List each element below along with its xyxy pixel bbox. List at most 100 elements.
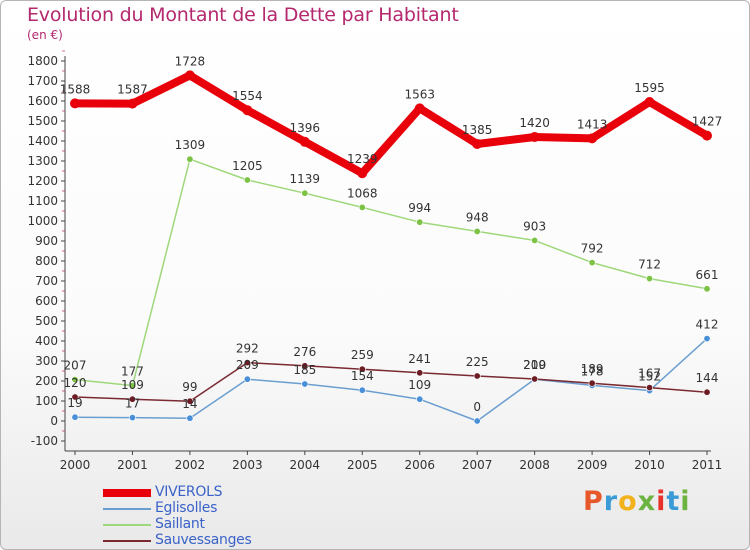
- data-label-eglisolles: 152: [638, 370, 661, 384]
- data-point-saillant: [416, 218, 424, 226]
- data-label-viverols: 1420: [519, 116, 550, 130]
- legend-swatch: [103, 524, 151, 526]
- legend-label: Sauvessanges: [155, 532, 252, 548]
- data-point-saillant: [531, 236, 539, 244]
- data-label-eglisolles: 178: [581, 364, 604, 378]
- data-label-eglisolles: 185: [293, 363, 316, 377]
- series-line-saillant: [74, 158, 708, 387]
- legend-swatch: [103, 508, 151, 510]
- y-tick-label: 700: [35, 274, 58, 288]
- data-point-viverols: [644, 97, 655, 107]
- data-label-sauvessanges: 225: [466, 355, 489, 369]
- data-point-viverols: [70, 98, 80, 109]
- data-label-saillant: 712: [638, 258, 661, 272]
- data-point-sauvessanges: [473, 372, 481, 380]
- y-tick-label: 1700: [27, 74, 58, 88]
- data-point-sauvessanges: [186, 397, 194, 405]
- data-point-saillant: [243, 176, 251, 184]
- y-tick-label: 300: [35, 354, 58, 368]
- data-label-saillant: 177: [121, 365, 144, 379]
- data-point-saillant: [186, 155, 194, 163]
- data-label-sauvessanges: 99: [182, 380, 197, 394]
- data-point-viverols: [529, 132, 540, 142]
- legend-swatch: [103, 489, 151, 497]
- x-tick-label: 2007: [462, 458, 493, 472]
- y-tick-label: 1300: [27, 154, 58, 168]
- data-label-sauvessanges: 167: [638, 367, 661, 381]
- x-tick-label: 2006: [404, 458, 435, 472]
- y-tick-label: 500: [35, 314, 58, 328]
- logo-letter: t: [666, 486, 681, 517]
- data-label-saillant: 1309: [175, 138, 206, 152]
- data-point-eglisolles: [301, 380, 309, 388]
- legend-label: Saillant: [155, 516, 205, 532]
- series-line-eglisolles: [74, 337, 708, 422]
- data-label-sauvessanges: 120: [64, 376, 87, 390]
- x-tick-label: 2004: [290, 458, 321, 472]
- data-label-viverols: 1588: [60, 82, 91, 96]
- data-label-saillant: 792: [581, 242, 604, 256]
- data-point-sauvessanges: [588, 379, 596, 387]
- data-label-viverols: 1595: [634, 81, 665, 95]
- x-tick-label: 2010: [634, 458, 665, 472]
- data-point-viverols: [414, 103, 425, 114]
- logo-letter: x: [637, 486, 657, 517]
- data-point-eglisolles: [128, 414, 136, 422]
- data-point-sauvessanges: [301, 362, 309, 370]
- data-point-viverols: [299, 136, 310, 147]
- data-label-saillant: 903: [523, 219, 546, 233]
- x-tick-label: 2009: [577, 458, 608, 472]
- data-label-saillant: 1139: [290, 172, 321, 186]
- y-tick-label: 1500: [27, 114, 58, 128]
- data-label-eglisolles: 19: [67, 396, 82, 410]
- y-tick-label: 1400: [27, 134, 58, 148]
- data-point-sauvessanges: [243, 359, 251, 367]
- data-label-viverols: 1554: [232, 89, 263, 103]
- legend-label: Eglisolles: [155, 500, 218, 516]
- data-label-sauvessanges: 109: [121, 378, 144, 392]
- data-point-eglisolles: [186, 414, 194, 422]
- data-point-viverols: [184, 70, 195, 81]
- series-line-sauvessanges: [74, 361, 708, 402]
- data-label-eglisolles: 412: [696, 318, 719, 332]
- logo-letter: i: [656, 486, 667, 517]
- data-label-eglisolles: 14: [182, 397, 197, 411]
- data-point-saillant: [128, 382, 136, 390]
- logo-letter: P: [583, 486, 604, 517]
- series-line-viverols: [71, 71, 711, 178]
- data-point-saillant: [588, 259, 596, 267]
- data-label-sauvessanges: 276: [293, 345, 316, 359]
- x-tick-label: 2011: [692, 458, 723, 472]
- data-label-saillant: 948: [466, 210, 489, 224]
- data-point-viverols: [242, 105, 253, 116]
- data-point-viverols: [357, 168, 368, 179]
- data-point-sauvessanges: [128, 395, 136, 403]
- y-tick-label: 1100: [27, 194, 58, 208]
- y-tick-label: -100: [31, 434, 58, 448]
- data-point-sauvessanges: [646, 384, 654, 392]
- unit-label: (en €): [27, 28, 63, 42]
- y-tick-label: 1600: [27, 94, 58, 108]
- legend-label: VIVEROLS: [155, 484, 223, 500]
- data-label-saillant: 1205: [232, 159, 263, 173]
- data-label-saillant: 994: [408, 201, 431, 215]
- data-label-sauvessanges: 144: [696, 371, 719, 385]
- y-tick-label: 1200: [27, 174, 58, 188]
- data-point-eglisolles: [703, 335, 711, 343]
- data-label-viverols: 1385: [462, 123, 493, 137]
- data-label-viverols: 1728: [175, 54, 206, 68]
- x-tick-label: 2000: [60, 458, 91, 472]
- data-point-saillant: [71, 376, 79, 384]
- x-tick-label: 2001: [117, 458, 148, 472]
- data-label-viverols: 1239: [347, 152, 378, 166]
- data-point-sauvessanges: [703, 388, 711, 396]
- chart-title: Evolution du Montant de la Dette par Hab…: [27, 4, 459, 26]
- data-point-sauvessanges: [531, 375, 539, 383]
- y-tick-label: 1000: [27, 214, 58, 228]
- data-label-sauvessanges: 210: [523, 358, 546, 372]
- x-tick-label: 2008: [519, 458, 550, 472]
- data-point-saillant: [473, 227, 481, 235]
- data-point-eglisolles: [473, 417, 481, 425]
- data-point-sauvessanges: [358, 365, 366, 373]
- y-tick-label: 100: [35, 394, 58, 408]
